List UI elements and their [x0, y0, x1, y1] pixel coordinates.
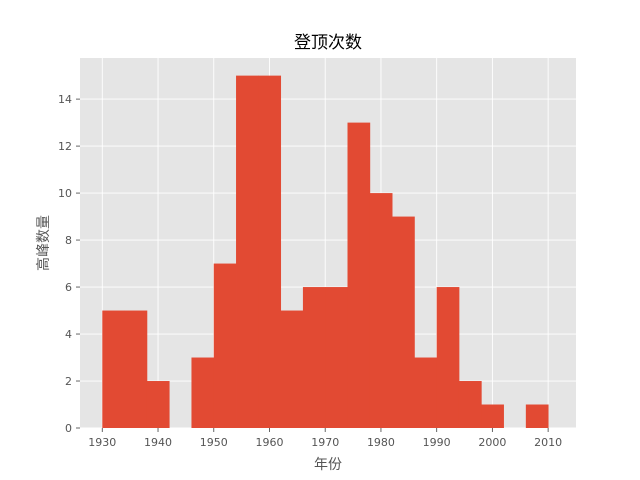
x-tick-label: 1930 [88, 436, 116, 449]
y-tick-label: 6 [65, 281, 72, 294]
histogram-bar [302, 287, 326, 428]
histogram-bar [392, 216, 415, 428]
histogram-bar [146, 381, 170, 428]
histogram-bar [436, 287, 460, 428]
histogram-bar [280, 310, 304, 428]
histogram-bar [236, 75, 259, 428]
histogram-bar [369, 193, 393, 428]
x-tick-label: 1970 [311, 436, 339, 449]
x-tick-label: 1990 [423, 436, 451, 449]
y-axis-ticks: 0 2 4 6 8 10 12 14 [58, 93, 80, 435]
x-axis-ticks: 1930 1940 1950 1960 1970 1980 1990 2000 2010 [88, 428, 562, 449]
histogram-bar [124, 310, 148, 428]
histogram-bar [325, 287, 348, 428]
histogram-bar [481, 404, 504, 428]
histogram-bar [414, 357, 438, 428]
y-tick-label: 12 [58, 140, 72, 153]
y-tick-label: 0 [65, 422, 72, 435]
histogram-bar [191, 357, 215, 428]
x-tick-label: 1940 [144, 436, 172, 449]
histogram-bar [213, 263, 237, 428]
x-tick-label: 2010 [534, 436, 562, 449]
chart-title: 登顶次数 [294, 33, 362, 53]
y-tick-label: 14 [58, 93, 72, 106]
x-tick-label: 1980 [367, 436, 395, 449]
histogram-bar [525, 404, 549, 428]
x-tick-label: 1960 [255, 436, 283, 449]
y-tick-label: 8 [65, 234, 72, 247]
histogram-bar [347, 122, 371, 428]
y-tick-label: 2 [65, 375, 72, 388]
x-tick-label: 1950 [200, 436, 228, 449]
x-axis-label: 年份 [314, 457, 342, 473]
bars [102, 75, 549, 428]
histogram-bar [258, 75, 282, 428]
histogram-bar [102, 310, 125, 428]
y-tick-label: 4 [65, 328, 72, 341]
histogram-bar [458, 381, 482, 428]
x-tick-label: 2000 [478, 436, 506, 449]
y-axis-label: 高峰数量 [35, 215, 52, 271]
y-tick-label: 10 [58, 187, 72, 200]
